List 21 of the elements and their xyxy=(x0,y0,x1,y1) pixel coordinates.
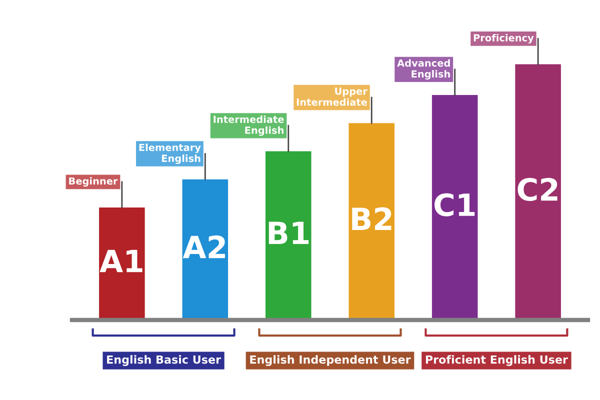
bar xyxy=(348,123,394,320)
text: Proficient English User xyxy=(426,355,568,366)
text: English Basic User xyxy=(107,355,221,366)
bar xyxy=(182,179,228,320)
x-tick-label: C1 xyxy=(434,193,475,216)
text: English Independent User xyxy=(250,355,411,366)
annotation: Beginner xyxy=(69,177,118,187)
x-tick-label: B1 xyxy=(268,222,309,244)
bar xyxy=(266,151,312,320)
annotation: Upper Intermediate xyxy=(296,88,368,106)
x-tick-label: C2 xyxy=(518,178,558,201)
bar xyxy=(99,207,145,320)
bar xyxy=(432,94,478,320)
annotation: Proficiency xyxy=(474,34,534,44)
annotation: Elementary English xyxy=(139,144,201,164)
annotation: Intermediate English xyxy=(214,115,284,136)
bar xyxy=(515,64,561,320)
annotation: Advanced English xyxy=(397,59,450,80)
x-tick-label: B2 xyxy=(352,207,392,230)
x-tick-label: A1 xyxy=(100,250,142,272)
x-tick-label: A2 xyxy=(182,235,225,258)
